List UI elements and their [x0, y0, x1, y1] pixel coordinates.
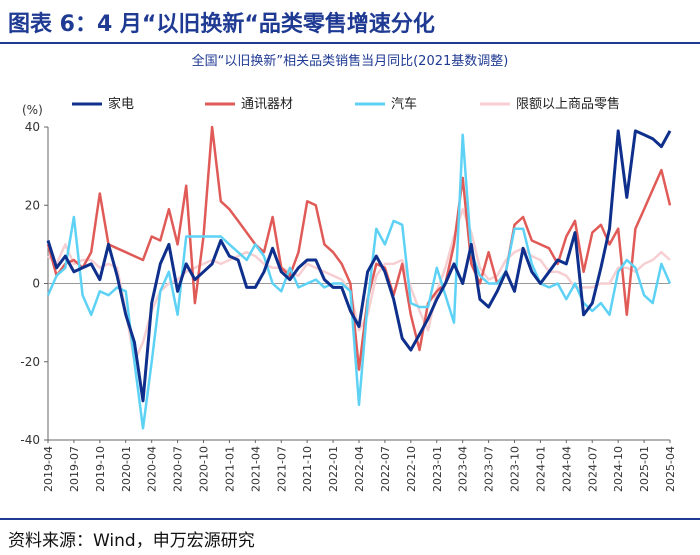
- x-tick-label: 2021-07: [275, 446, 288, 492]
- x-tick-label: 2021-01: [223, 446, 236, 492]
- series-line-2: [46, 125, 672, 371]
- x-tick-label: 2025-04: [664, 446, 677, 492]
- x-tick-label: 2021-10: [301, 446, 314, 492]
- x-tick-label: 2019-10: [94, 446, 107, 492]
- source-note: 资料来源：Wind，申万宏源研究: [8, 531, 255, 551]
- x-tick-label: 2022-07: [379, 446, 392, 492]
- x-tick-label: 2023-01: [431, 446, 444, 492]
- x-tick-label: 2020-04: [146, 446, 159, 492]
- x-tick-label: 2024-01: [534, 446, 547, 492]
- x-tick-label: 2020-07: [172, 446, 185, 492]
- figure-title: 图表 6：4 月“以旧换新“品类零售增速分化: [8, 12, 435, 37]
- x-tick-label: 2022-01: [327, 446, 340, 492]
- x-tick-label: 2025-01: [638, 446, 651, 492]
- x-tick-label: 2020-01: [120, 446, 133, 492]
- y-tick-label: 40: [25, 120, 40, 134]
- x-tick-label: 2023-07: [483, 446, 496, 492]
- footer-divider: [0, 518, 700, 520]
- series-line-3: [46, 133, 672, 430]
- x-tick-label: 2023-10: [509, 446, 522, 492]
- x-tick-label: 2019-07: [68, 446, 81, 492]
- y-tick-label: 20: [25, 198, 40, 212]
- x-tick-label: 2024-04: [560, 446, 573, 492]
- x-tick-label: 2021-04: [249, 446, 262, 492]
- y-axis-unit-label: (%): [22, 103, 43, 117]
- x-tick-label: 2019-04: [42, 446, 55, 492]
- legend-label-1: 家电: [108, 96, 134, 112]
- x-tick-label: 2024-07: [586, 446, 599, 492]
- report-header: 图表 6：4 月“以旧换新“品类零售增速分化: [0, 0, 700, 44]
- x-tick-label: 2024-10: [612, 446, 625, 492]
- y-tick-label: -20: [20, 355, 40, 369]
- y-tick-label: -40: [20, 433, 40, 447]
- legend-label-4: 限额以上商品零售: [516, 96, 620, 112]
- x-tick-label: 2020-10: [198, 446, 211, 492]
- y-tick-label: 0: [32, 277, 40, 291]
- x-tick-label: 2022-04: [353, 446, 366, 492]
- x-tick-label: 2023-04: [457, 446, 470, 492]
- x-tick-label: 2022-10: [405, 446, 418, 492]
- chart-subtitle: 全国“以旧换新”相关品类销售当月同比(2021基数调整): [191, 54, 509, 69]
- series-line-1: [46, 129, 672, 403]
- legend-label-2: 通讯器材: [241, 97, 293, 112]
- header-divider: [0, 42, 700, 44]
- legend-label-3: 汽车: [391, 96, 417, 112]
